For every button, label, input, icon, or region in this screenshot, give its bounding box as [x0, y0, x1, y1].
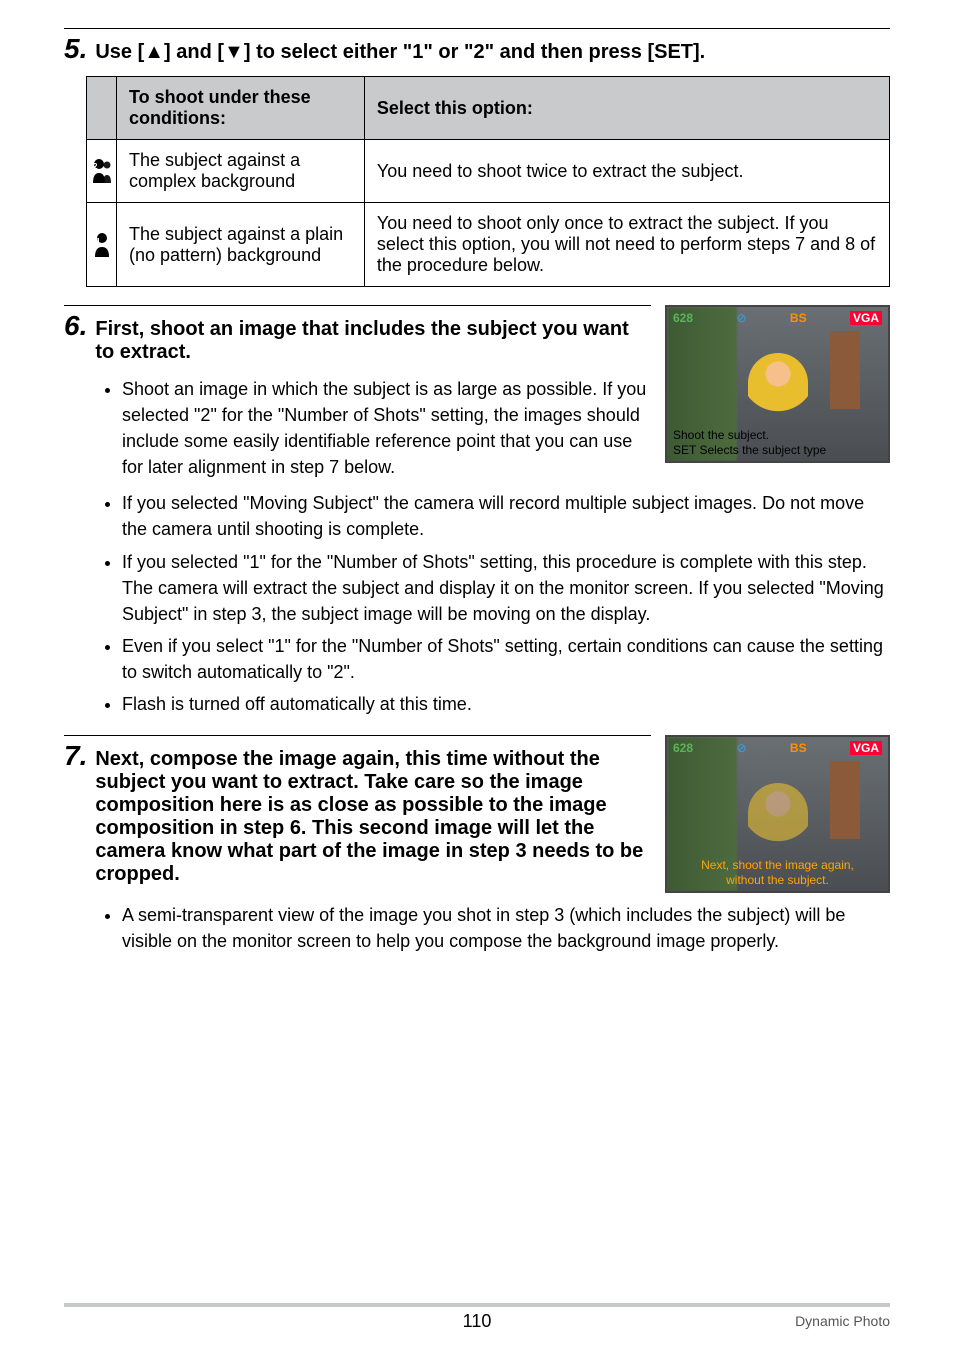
list-item: If you selected "Moving Subject" the cam… — [122, 490, 890, 542]
table-header-row: To shoot under these conditions: Select … — [87, 77, 890, 140]
one-person-icon: 1 — [87, 203, 117, 287]
step6-first-bullet: Shoot an image in which the subject is a… — [64, 376, 651, 480]
table-cell-option: You need to shoot twice to extract the s… — [364, 140, 889, 203]
thumb-badge-num: 628 — [673, 741, 693, 755]
flash-off-icon: ⊘ — [736, 311, 746, 325]
step7-bullets: A semi-transparent view of the image you… — [64, 902, 890, 954]
page-root: 5. Use [▲] and [▼] to select either "1" … — [0, 0, 954, 1357]
table-header-option: Select this option: — [364, 77, 889, 140]
step5-number: 5. — [64, 35, 87, 63]
svg-text:1: 1 — [96, 237, 101, 246]
step6-heading: 6. First, shoot an image that includes t… — [64, 305, 651, 364]
step5-text: Use [▲] and [▼] to select either "1" or … — [95, 41, 890, 64]
page-footer: 110 Dynamic Photo — [64, 1303, 890, 1329]
thumb-caption-line1: Shoot the subject. — [673, 428, 882, 442]
step7-number: 7. — [64, 742, 87, 770]
flash-off-icon: ⊘ — [736, 741, 746, 755]
step7-text: Next, compose the image again, this time… — [95, 748, 651, 886]
thumb-badge-vga: VGA — [850, 311, 882, 325]
step7-block: 7. Next, compose the image again, this t… — [64, 735, 890, 898]
step7-heading: 7. Next, compose the image again, this t… — [64, 735, 651, 886]
svg-text:2: 2 — [93, 162, 98, 171]
thumb-badge-vga: VGA — [850, 741, 882, 755]
thumb-badge-bs: BS — [790, 311, 807, 325]
page-number: 110 — [463, 1311, 492, 1332]
two-people-icon: 2 — [87, 140, 117, 203]
thumb-badge-num: 628 — [673, 311, 693, 325]
table-cell-option: You need to shoot only once to extract t… — [364, 203, 889, 287]
step6-block: 6. First, shoot an image that includes t… — [64, 305, 890, 486]
step5-table: To shoot under these conditions: Select … — [86, 76, 890, 287]
list-item: Flash is turned off automatically at thi… — [122, 691, 890, 717]
table-cell-conditions: The subject against a plain (no pattern)… — [117, 203, 365, 287]
step6-number: 6. — [64, 312, 87, 340]
thumb-badge-bs: BS — [790, 741, 807, 755]
thumb-caption-line2: SET Selects the subject type — [673, 443, 882, 457]
step6-remaining-bullets: If you selected "Moving Subject" the cam… — [64, 490, 890, 717]
list-item: Even if you select "1" for the "Number o… — [122, 633, 890, 685]
thumb-caption: Next, shoot the image again, without the… — [673, 858, 882, 887]
list-item: If you selected "1" for the "Number of S… — [122, 549, 890, 627]
step6-thumbnail: 628 ⊘ BS VGA Shoot the subject. SET Sele… — [665, 305, 890, 463]
table-row: 2 The subject against a complex backgrou… — [87, 140, 890, 203]
section-title: Dynamic Photo — [795, 1313, 890, 1329]
list-item: A semi-transparent view of the image you… — [122, 902, 890, 954]
table-header-conditions: To shoot under these conditions: — [117, 77, 365, 140]
step6-thumbnail-wrap: 628 ⊘ BS VGA Shoot the subject. SET Sele… — [665, 305, 890, 463]
step6-text: First, shoot an image that includes the … — [95, 318, 651, 364]
step7-thumbnail: 628 ⊘ BS VGA Next, shoot the image again… — [665, 735, 890, 893]
list-item: Shoot an image in which the subject is a… — [122, 376, 651, 480]
table-row: 1 The subject against a plain (no patter… — [87, 203, 890, 287]
step7-thumbnail-wrap: 628 ⊘ BS VGA Next, shoot the image again… — [665, 735, 890, 893]
step5-heading: 5. Use [▲] and [▼] to select either "1" … — [64, 28, 890, 64]
table-cell-conditions: The subject against a complex background — [117, 140, 365, 203]
